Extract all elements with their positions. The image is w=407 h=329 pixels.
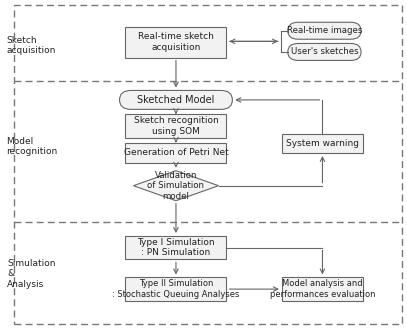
Text: Sketched Model: Sketched Model: [137, 95, 214, 105]
Text: Real-time sketch
acquisition: Real-time sketch acquisition: [138, 33, 214, 52]
FancyBboxPatch shape: [288, 22, 361, 39]
Text: Real-time images: Real-time images: [287, 26, 362, 35]
Text: Simulation
&
Analysis: Simulation & Analysis: [7, 259, 56, 289]
Text: Model
recognition: Model recognition: [6, 137, 57, 156]
FancyBboxPatch shape: [288, 43, 361, 61]
Text: Sketch recognition
using SOM: Sketch recognition using SOM: [133, 116, 218, 136]
FancyBboxPatch shape: [282, 134, 363, 153]
Text: Type I Simulation
: PN Simulation: Type I Simulation : PN Simulation: [137, 238, 215, 257]
Text: Type II Simulation
: Stochastic Queuing Analyses: Type II Simulation : Stochastic Queuing …: [112, 279, 240, 299]
Polygon shape: [133, 171, 219, 201]
Text: System warning: System warning: [286, 139, 359, 148]
FancyBboxPatch shape: [125, 27, 226, 58]
Text: Model analysis and
performances evaluation: Model analysis and performances evaluati…: [270, 279, 375, 299]
FancyBboxPatch shape: [120, 90, 232, 109]
FancyBboxPatch shape: [282, 277, 363, 301]
FancyBboxPatch shape: [125, 143, 226, 163]
Text: Validation
of Simulation
model: Validation of Simulation model: [147, 171, 204, 201]
FancyBboxPatch shape: [125, 114, 226, 138]
FancyBboxPatch shape: [125, 236, 226, 260]
FancyBboxPatch shape: [125, 277, 226, 301]
Text: User's sketches: User's sketches: [291, 47, 358, 57]
Text: Generation of Petri Net: Generation of Petri Net: [124, 148, 228, 157]
Text: Sketch
acquisition: Sketch acquisition: [7, 36, 56, 55]
